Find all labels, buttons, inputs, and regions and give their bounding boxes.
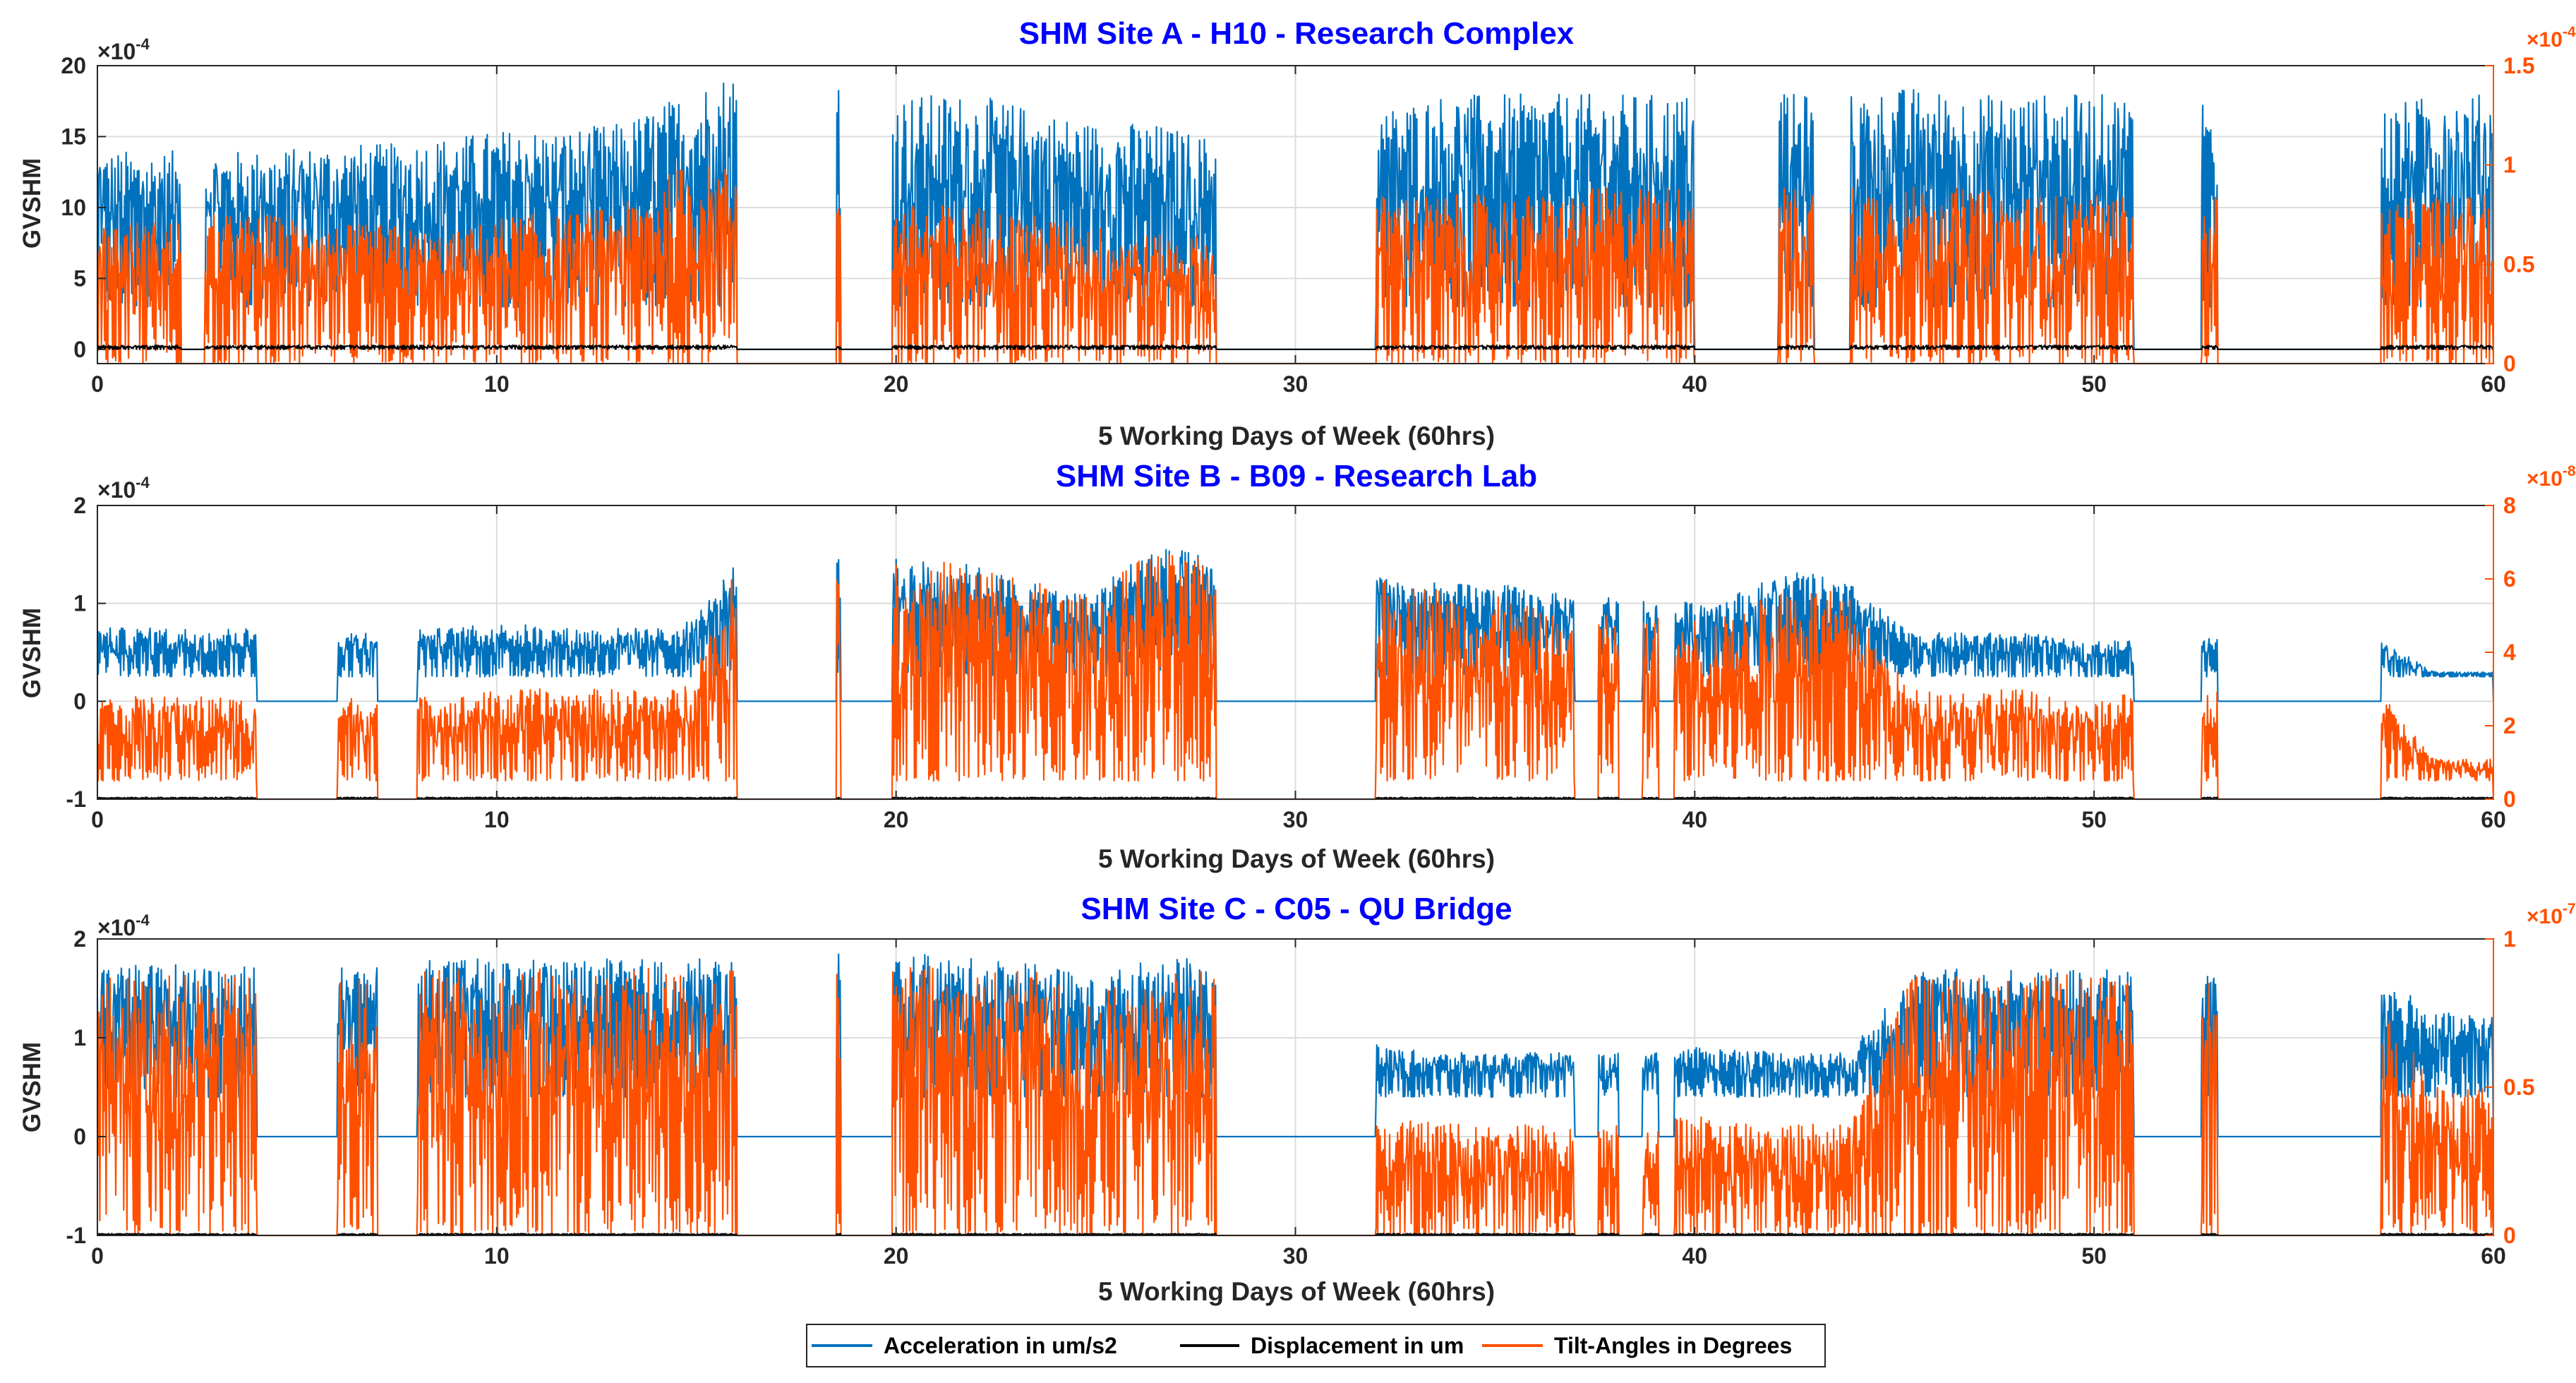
y-exponent: ×10-4	[97, 35, 150, 64]
y-axis-label: GVSHM	[18, 158, 46, 249]
chart-title: SHM Site C - C05 - QU Bridge	[1081, 892, 1512, 926]
y-tick-label: 5	[73, 265, 86, 291]
x-axis-label: 5 Working Days of Week (60hrs)	[1098, 1277, 1495, 1306]
y-tick-label: 2	[73, 926, 86, 952]
legend-item-acceleration: Acceleration in um/s2	[812, 1333, 1117, 1358]
x-tick-label: 50	[2081, 371, 2107, 397]
x-tick-label: 20	[884, 807, 909, 832]
y2-tick-label: 1	[2503, 152, 2516, 178]
legend-box	[806, 1324, 1826, 1367]
x-tick-label: 10	[484, 371, 510, 397]
y-tick-label: 0	[73, 688, 86, 714]
x-tick-label: 50	[2081, 1243, 2107, 1269]
chart-title: SHM Site B - B09 - Research Lab	[1056, 459, 1537, 493]
x-tick-label: 0	[91, 1243, 104, 1269]
y2-tick-label: 8	[2503, 493, 2516, 518]
panel-site-a: SHM Site A - H10 - Research Complex 0 10 2…	[18, 16, 2576, 450]
y-exponent: ×10-4	[97, 474, 150, 503]
x-tick-label: 0	[91, 371, 104, 397]
y2-tick-label: 0	[2503, 1223, 2516, 1248]
panel-site-b: SHM Site B - B09 - Research Lab 0 10 20 30 4…	[18, 459, 2576, 873]
y2-tick-label: 4	[2503, 640, 2516, 665]
series-acceleration-line	[96, 549, 2495, 702]
y2-tick-label: 1.5	[2503, 53, 2534, 78]
y-tick-label: 1	[73, 591, 86, 616]
x-tick-label: 60	[2481, 371, 2506, 397]
legend-label: Acceleration in um/s2	[884, 1333, 1117, 1358]
legend-label: Tilt-Angles in Degrees	[1554, 1333, 1792, 1358]
y-tick-label: 2	[73, 493, 86, 518]
legend-label: Displacement in um	[1251, 1333, 1464, 1358]
x-tick-label: 60	[2481, 807, 2506, 832]
y2-exponent: ×10-4	[2527, 24, 2576, 52]
y-axis-label: GVSHM	[18, 608, 46, 698]
y2-exponent: ×10-7	[2527, 901, 2576, 928]
y2-tick-label: 0.5	[2503, 1074, 2534, 1100]
y-tick-label: 15	[61, 124, 86, 149]
y-axis-label: GVSHM	[18, 1042, 46, 1132]
y-tick-label: -1	[66, 1223, 86, 1248]
x-tick-label: 20	[884, 371, 909, 397]
series-displacement-line	[97, 344, 2494, 350]
y-tick-label: 0	[73, 337, 86, 362]
series-acceleration-line	[96, 953, 2495, 1138]
x-tick-label: 30	[1283, 807, 1308, 832]
y-exponent: ×10-4	[97, 911, 150, 940]
y2-tick-label: 0.5	[2503, 251, 2534, 277]
x-tick-label: 40	[1683, 807, 1708, 832]
x-tick-label: 30	[1283, 1243, 1308, 1269]
legend-item-displacement: Displacement in um	[1180, 1333, 1464, 1358]
y2-tick-label: 0	[2503, 351, 2516, 376]
y2-exponent: ×10-8	[2527, 463, 2576, 491]
y-tick-label: 1	[73, 1025, 86, 1050]
chart-title: SHM Site A - H10 - Research Complex	[1019, 16, 1575, 51]
y2-tick-label: 1	[2503, 926, 2516, 952]
y-tick-label: 20	[61, 53, 86, 78]
panel-site-c: SHM Site C - C05 - QU Bridge 0 10 20 30 40 50…	[18, 892, 2576, 1306]
x-tick-label: 50	[2081, 807, 2107, 832]
x-tick-label: 20	[884, 1243, 909, 1269]
x-axis-label: 5 Working Days of Week (60hrs)	[1098, 844, 1495, 873]
x-tick-label: 10	[484, 807, 510, 832]
x-axis-label: 5 Working Days of Week (60hrs)	[1098, 421, 1495, 450]
x-tick-label: 40	[1683, 371, 1708, 397]
y-tick-label: 10	[61, 195, 86, 220]
x-tick-label: 40	[1683, 1243, 1708, 1269]
legend: Acceleration in um/s2 Displacement in um…	[806, 1324, 1826, 1367]
x-tick-label: 10	[484, 1243, 510, 1269]
y2-tick-label: 6	[2503, 566, 2516, 592]
legend-item-tilt: Tilt-Angles in Degrees	[1482, 1333, 1792, 1358]
y-tick-label: 0	[73, 1124, 86, 1149]
x-tick-label: 60	[2481, 1243, 2506, 1269]
y2-tick-label: 2	[2503, 713, 2516, 738]
y2-tick-label: 0	[2503, 786, 2516, 812]
x-tick-label: 0	[91, 807, 104, 832]
y-tick-label: -1	[66, 786, 86, 812]
x-tick-label: 30	[1283, 371, 1308, 397]
